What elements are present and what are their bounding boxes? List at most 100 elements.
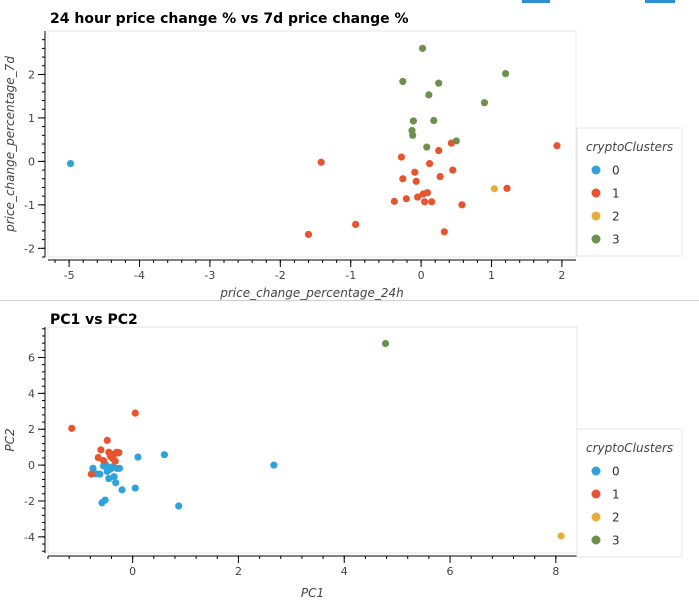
data-point-cluster-1 [352, 220, 360, 229]
data-point-cluster-0 [175, 502, 183, 510]
data-point-cluster-0 [118, 486, 126, 494]
legend-marker-3 [591, 535, 601, 545]
data-point-cluster-0 [270, 461, 278, 469]
data-point-cluster-0 [89, 464, 97, 472]
data-point-cluster-3 [480, 99, 489, 107]
x-tick-label: -1 [345, 269, 356, 282]
data-point-cluster-1 [111, 457, 119, 465]
x-tick-label: -3 [204, 269, 215, 282]
data-point-cluster-1 [115, 448, 123, 457]
data-point-cluster-1 [553, 142, 561, 150]
data-point-cluster-0 [115, 464, 124, 472]
data-point-cluster-0 [112, 479, 120, 487]
legend-marker-2 [591, 211, 601, 221]
legend-label-0: 0 [612, 164, 620, 178]
data-point-cluster-1 [99, 457, 108, 465]
data-point-cluster-1 [435, 146, 443, 155]
top-accent-bar [0, 0, 699, 3]
data-point-cluster-1 [428, 198, 436, 206]
data-point-cluster-1 [503, 184, 511, 192]
data-point-cluster-3 [452, 137, 460, 145]
data-point-cluster-3 [418, 44, 427, 52]
chart-title: PC1 vs PC2 [50, 312, 138, 328]
data-point-cluster-3 [381, 339, 390, 348]
data-point-cluster-1 [411, 168, 419, 176]
chart-24h-vs-7d: 24 hour price change % vs 7d price chang… [3, 11, 683, 300]
legend-label-3: 3 [612, 233, 620, 247]
top-accent-segment-right [645, 0, 675, 3]
data-point-cluster-3 [399, 77, 407, 86]
data-point-cluster-1 [449, 166, 457, 174]
data-point-cluster-1 [131, 409, 139, 417]
y-tick-label: 0 [28, 459, 35, 472]
data-point-cluster-3 [409, 131, 417, 139]
legend-marker-0 [591, 466, 601, 476]
data-point-cluster-1 [412, 177, 420, 185]
data-point-cluster-1 [103, 436, 111, 444]
data-point-cluster-1 [397, 153, 406, 161]
data-point-cluster-1 [94, 453, 102, 462]
data-point-cluster-2 [490, 185, 498, 193]
legend-marker-1 [591, 188, 601, 198]
legend-marker-0 [591, 165, 601, 175]
data-point-cluster-3 [423, 143, 431, 151]
chart-title: 24 hour price change % vs 7d price chang… [50, 11, 409, 27]
plot-frame [47, 30, 577, 258]
data-point-cluster-0 [66, 159, 75, 168]
legend-title: cryptoClusters [586, 441, 673, 455]
data-point-cluster-1 [402, 195, 410, 203]
y-axis-label: price_change_percentage_7d [3, 56, 17, 233]
y-axis-label: PC2 [3, 428, 17, 451]
y-tick-label: -4 [24, 531, 35, 544]
data-point-cluster-0 [96, 470, 104, 478]
x-tick-label: 6 [447, 565, 454, 578]
legend-marker-2 [591, 512, 601, 522]
data-point-cluster-1 [423, 189, 432, 197]
x-tick-label: -2 [275, 269, 286, 282]
data-point-cluster-1 [304, 230, 313, 238]
data-point-cluster-0 [160, 451, 168, 459]
panel-divider [0, 300, 699, 301]
x-tick-label: 0 [418, 269, 425, 282]
data-point-cluster-3 [430, 116, 438, 125]
y-tick-label: 4 [28, 387, 35, 400]
data-point-cluster-1 [436, 172, 444, 181]
y-tick-label: 0 [28, 155, 35, 168]
legend-label-2: 2 [612, 210, 620, 224]
legend-label-0: 0 [612, 465, 620, 479]
x-axis-label: PC1 [301, 586, 324, 600]
legend-title: cryptoClusters [586, 140, 673, 154]
plot-frame [47, 326, 578, 554]
data-point-cluster-1 [87, 470, 95, 478]
data-point-cluster-0 [101, 496, 109, 504]
x-axis-label: price_change_percentage_24h [219, 286, 403, 300]
data-point-cluster-1 [399, 175, 407, 183]
y-tick-label: 1 [28, 112, 35, 125]
data-point-cluster-1 [458, 201, 466, 209]
data-point-cluster-1 [421, 198, 429, 206]
data-point-cluster-3 [425, 91, 433, 99]
chart-pc1-vs-pc2: PC1 vs PC2 -4 -2 0 2 4 6 0 2 4 6 8 PC1 PC2 cryptoClust… [3, 312, 683, 600]
x-tick-label: 1 [488, 269, 495, 282]
x-tick-label: -5 [64, 269, 75, 282]
data-point-cluster-3 [502, 69, 510, 78]
data-point-cluster-1 [390, 197, 398, 205]
data-point-cluster-0 [134, 453, 142, 461]
legend-marker-1 [591, 489, 601, 499]
data-point-cluster-1 [440, 228, 448, 236]
legend-label-1: 1 [612, 187, 620, 201]
data-point-cluster-1 [97, 446, 105, 454]
x-tick-label: 2 [558, 269, 565, 282]
data-point-cluster-1 [414, 193, 422, 201]
x-tick-label: -4 [134, 269, 145, 282]
legend-label-3: 3 [612, 534, 620, 548]
data-point-cluster-1 [317, 158, 325, 166]
data-point-cluster-0 [131, 484, 139, 492]
y-tick-label: -1 [24, 199, 35, 212]
x-tick-label: 0 [129, 565, 136, 578]
x-tick-label: 4 [341, 565, 348, 578]
legend-marker-3 [591, 234, 601, 244]
y-tick-label: -2 [24, 242, 35, 255]
legend-label-2: 2 [612, 511, 620, 525]
legend-label-1: 1 [612, 488, 620, 502]
